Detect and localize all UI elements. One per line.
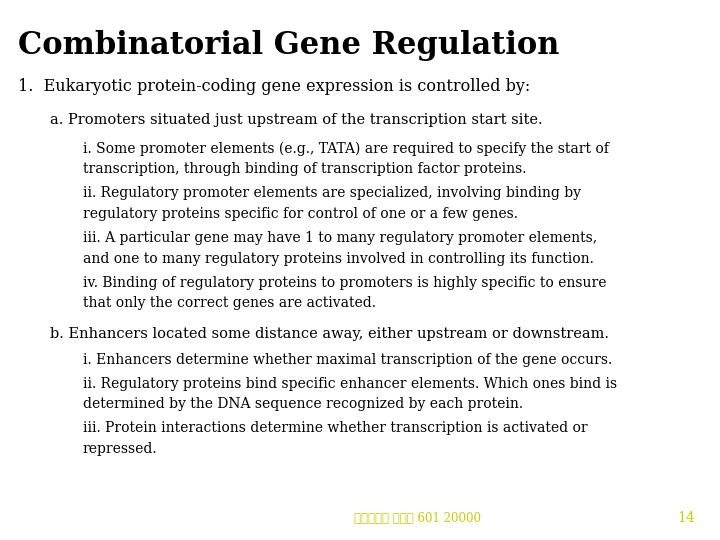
Text: Combinatorial Gene Regulation: Combinatorial Gene Regulation: [18, 30, 559, 60]
Text: ii. Regulatory proteins bind specific enhancer elements. Which ones bind is: ii. Regulatory proteins bind specific en…: [83, 377, 617, 391]
Text: and one to many regulatory proteins involved in controlling its function.: and one to many regulatory proteins invo…: [83, 252, 594, 266]
Text: 1.  Eukaryotic protein-coding gene expression is controlled by:: 1. Eukaryotic protein-coding gene expres…: [18, 78, 530, 95]
Text: 台大農艺系 遂傳學 601 20000: 台大農艺系 遂傳學 601 20000: [354, 512, 481, 525]
Text: i. Enhancers determine whether maximal transcription of the gene occurs.: i. Enhancers determine whether maximal t…: [83, 353, 612, 367]
Text: iii. Protein interactions determine whether transcription is activated or: iii. Protein interactions determine whet…: [83, 421, 588, 435]
Text: iii. A particular gene may have 1 to many regulatory promoter elements,: iii. A particular gene may have 1 to man…: [83, 231, 597, 245]
Text: iv. Binding of regulatory proteins to promoters is highly specific to ensure: iv. Binding of regulatory proteins to pr…: [83, 276, 606, 290]
Text: determined by the DNA sequence recognized by each protein.: determined by the DNA sequence recognize…: [83, 397, 523, 411]
Text: i. Some promoter elements (e.g., TATA) are required to specify the start of: i. Some promoter elements (e.g., TATA) a…: [83, 141, 608, 156]
Text: repressed.: repressed.: [83, 442, 158, 456]
Text: b. Enhancers located some distance away, either upstream or downstream.: b. Enhancers located some distance away,…: [50, 327, 609, 341]
Text: transcription, through binding of transcription factor proteins.: transcription, through binding of transc…: [83, 162, 526, 176]
Text: a. Promoters situated just upstream of the transcription start site.: a. Promoters situated just upstream of t…: [50, 113, 543, 127]
Text: that only the correct genes are activated.: that only the correct genes are activate…: [83, 296, 376, 310]
Text: ii. Regulatory promoter elements are specialized, involving binding by: ii. Regulatory promoter elements are spe…: [83, 186, 581, 200]
Text: 14: 14: [677, 511, 695, 525]
Text: regulatory proteins specific for control of one or a few genes.: regulatory proteins specific for control…: [83, 207, 518, 221]
